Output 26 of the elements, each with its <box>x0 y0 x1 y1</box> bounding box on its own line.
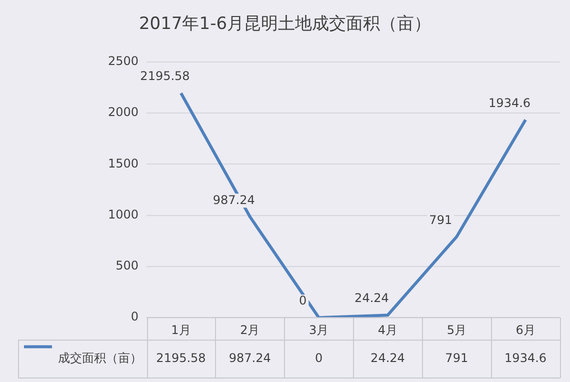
text: 成交面积（亩） <box>58 350 142 365</box>
x-tick-label: 2月 <box>240 322 260 337</box>
annotation: 1934.6 <box>488 96 531 110</box>
annotation: 2195.58 <box>140 69 190 84</box>
data-label: 987.24 <box>228 350 271 365</box>
data-label: 791 <box>445 350 468 365</box>
y-tick-label: 1000 <box>108 207 139 222</box>
y-tick-label: 1500 <box>108 156 139 170</box>
x-tick-label: 5月 <box>446 322 466 337</box>
y-tick-label: 0 <box>130 310 139 324</box>
y-tick-label: 2500 <box>108 54 139 68</box>
data-label: 24.24 <box>370 350 405 365</box>
data-label: 0 <box>314 350 323 365</box>
annotation: 987.24 <box>212 192 255 207</box>
annotation: 0 <box>298 294 307 308</box>
x-tick-label: 4月 <box>378 322 398 337</box>
annotation: 791 <box>429 212 452 227</box>
x-tick-label: 1月 <box>171 322 191 337</box>
annotation: 24.24 <box>354 291 389 306</box>
x-tick-label: 3月 <box>308 322 329 337</box>
x-tick-label: 6月 <box>516 322 536 337</box>
y-tick-label: 2000 <box>108 105 139 120</box>
data-label: 1934.6 <box>504 350 547 365</box>
data-label: 2195.58 <box>156 350 206 365</box>
chart-title: 2017年1-6月昆明土地成交面积（亩） <box>138 13 432 35</box>
y-tick-label: 500 <box>116 258 139 273</box>
